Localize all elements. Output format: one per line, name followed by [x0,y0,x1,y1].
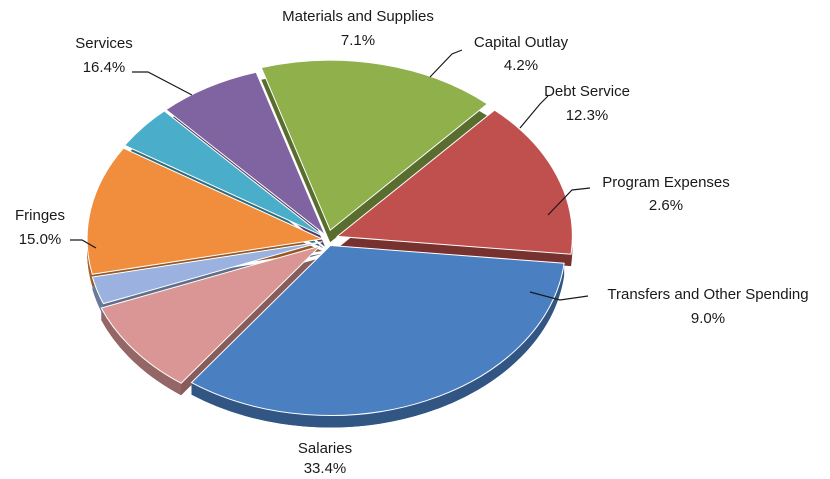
leader-line-services [132,71,193,96]
slice-name-label: Salaries [298,440,352,457]
slice-percent-label: 12.3% [566,107,609,124]
slice-percent-label: 16.4% [83,59,126,76]
slice-name-label: Services [75,35,133,52]
leader-line-transfers-and-other-spending [529,291,589,301]
leader-line-debt-service [519,95,549,129]
slice-services [260,59,489,232]
slice-percent-label: 7.1% [341,32,375,49]
slice-materials-and-supplies [165,71,326,236]
slice-fringes [336,109,573,255]
leader-line-capital-outlay [429,49,463,78]
pie-labels: Salaries 33.4% Transfers and Other Spendin… [15,8,809,477]
slice-name-label: Fringes [15,207,65,224]
slice-side-debt-service [87,238,93,287]
slice-side-transfers-and-other-spending [101,308,182,396]
leader-line-fringes [70,239,97,249]
slice-name-label: Materials and Supplies [282,8,434,25]
slice-side-salaries [191,263,565,428]
slice-percent-label: 4.2% [504,57,538,74]
slice-name-label: Transfers and Other Spending [607,286,808,303]
pie-slices [86,59,573,416]
slice-transfers-and-other-spending [100,245,321,384]
slice-program-expenses [91,241,323,305]
slice-percent-label: 2.6% [649,197,683,214]
slice-name-label: Capital Outlay [474,34,569,51]
slice-name-label: Program Expenses [602,174,730,191]
leader-line-program-expenses [547,187,591,216]
slice-name-label: Debt Service [544,83,630,100]
slice-percent-label: 33.4% [304,460,347,477]
slice-percent-label: 15.0% [19,231,62,248]
slice-percent-label: 9.0% [691,310,725,327]
slice-capital-outlay [123,110,324,237]
slice-debt-service [86,147,324,275]
slice-salaries [190,244,565,416]
